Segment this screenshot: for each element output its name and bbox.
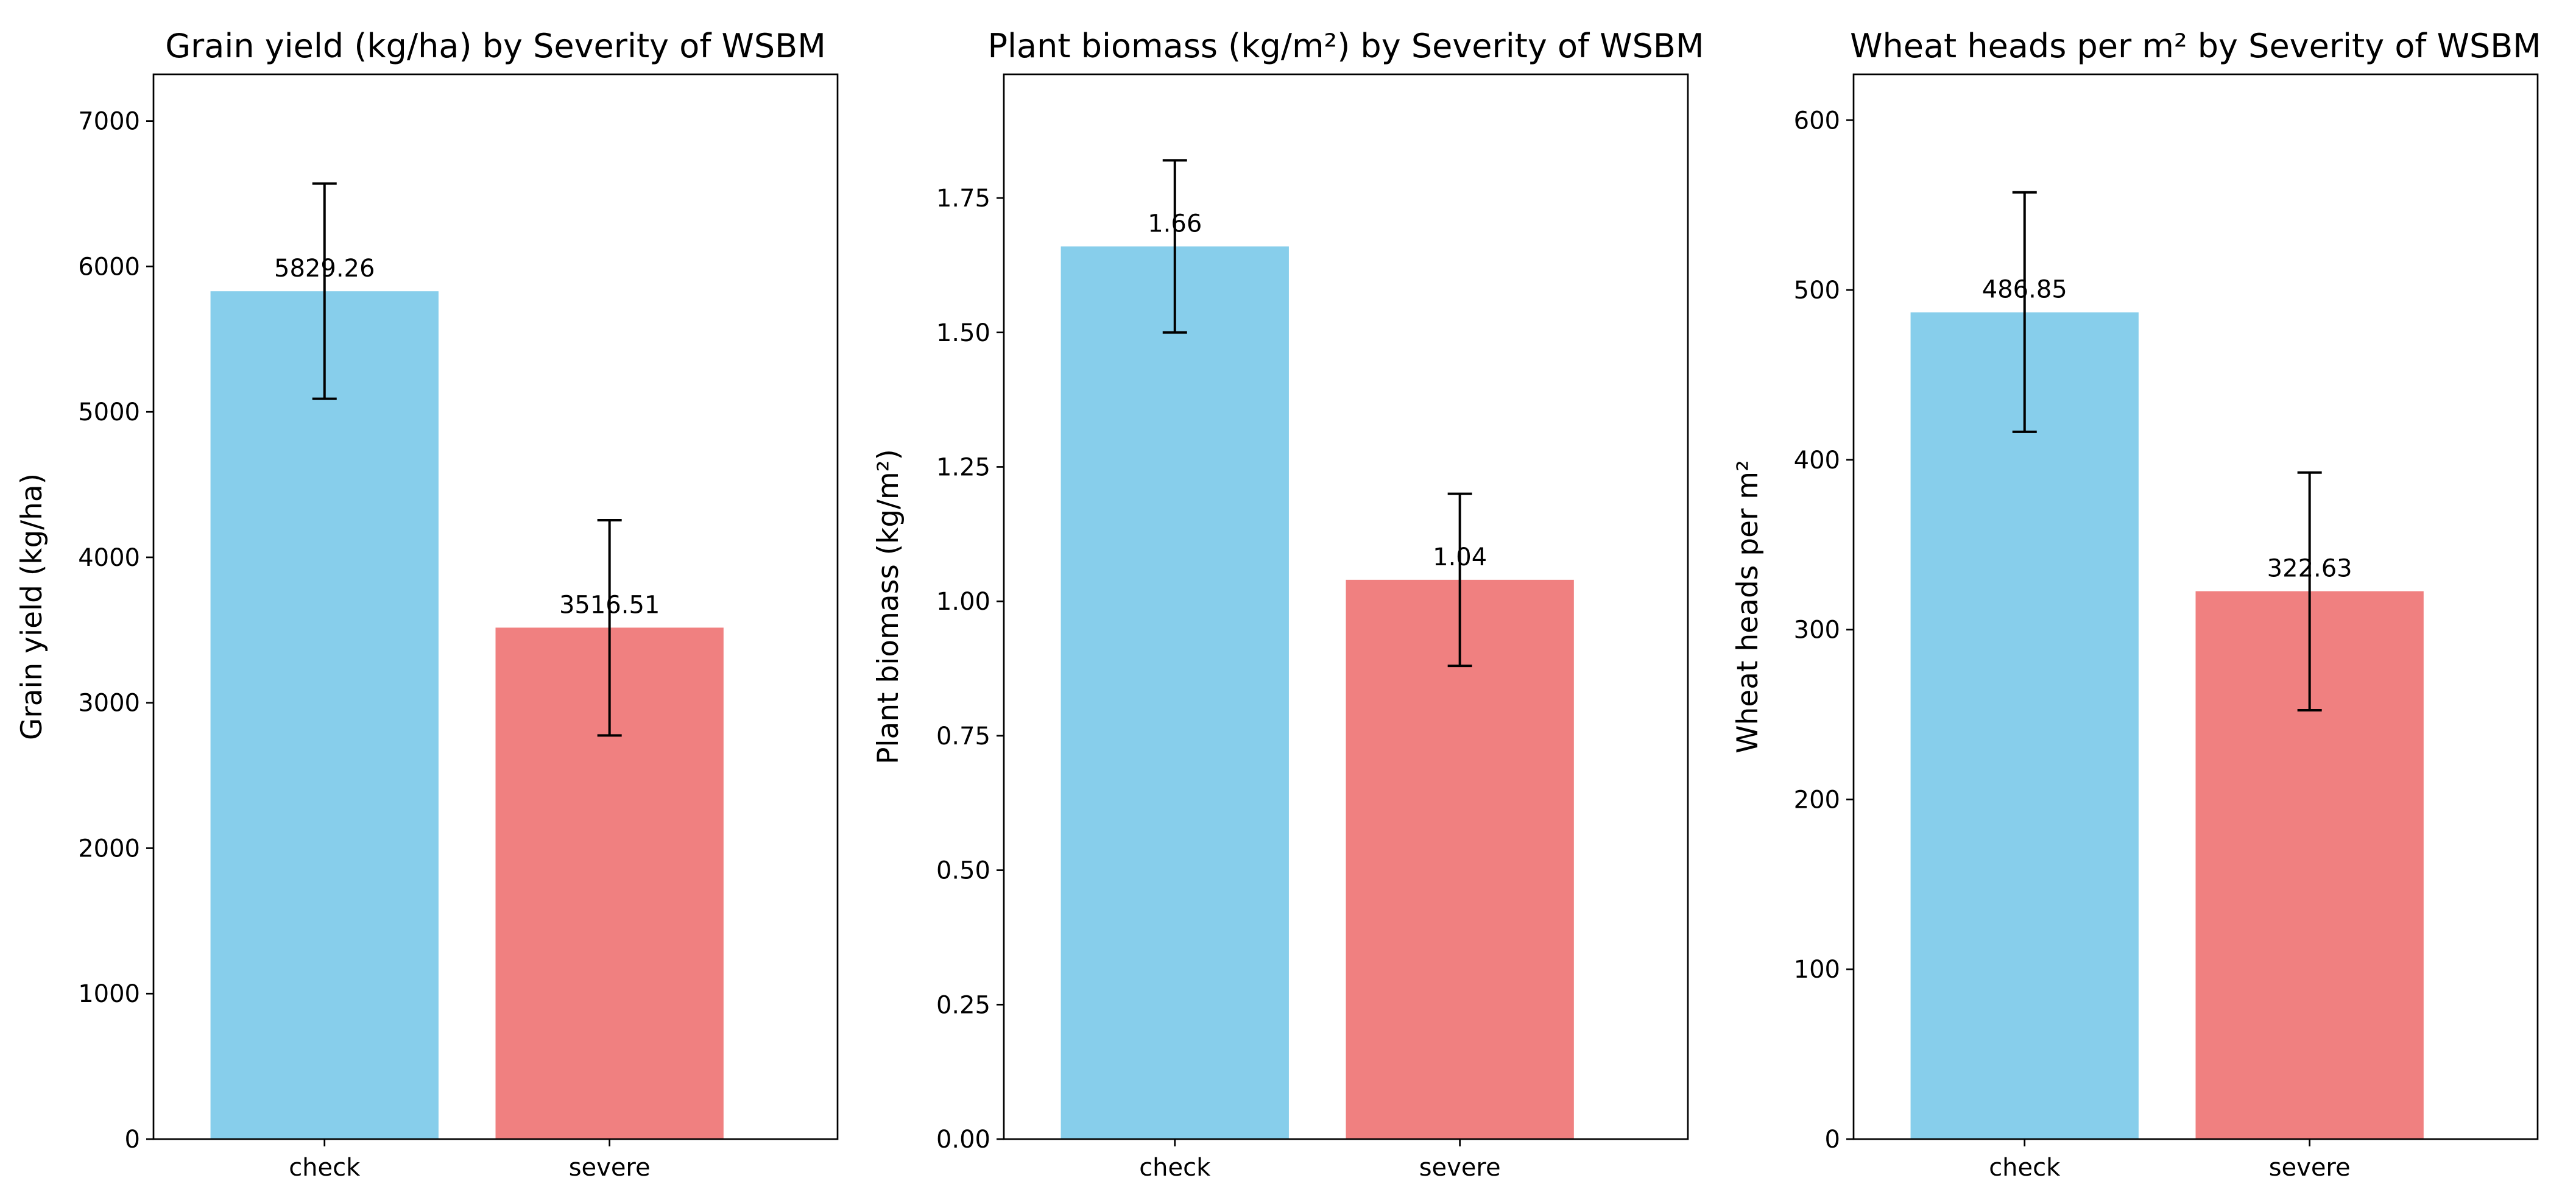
y-tick-label: 200 (1794, 786, 1840, 814)
chart-panel-2: 1.66 1.04 0.00 0.25 0.50 0.75 1.00 1.25 1.50 1.75… (872, 27, 1704, 1182)
data-label-severe: 3516.51 (559, 591, 660, 619)
data-label-check: 486.85 (1982, 276, 2067, 304)
y-axis-label: Wheat heads per m² (1731, 460, 1765, 754)
x-tick-label-severe: severe (2269, 1154, 2351, 1182)
y-tick-label: 6000 (78, 253, 140, 281)
data-label-severe: 1.04 (1433, 543, 1487, 571)
data-label-check: 1.66 (1148, 210, 1202, 238)
chart-title: Plant biomass (kg/m²) by Severity of WSB… (987, 27, 1704, 65)
x-tick-label-check: check (1989, 1154, 2061, 1182)
data-label-check: 5829.26 (274, 255, 375, 283)
y-tick-label: 500 (1794, 277, 1840, 305)
y-tick-label: 1000 (78, 980, 140, 1008)
plot-frame (1852, 73, 2539, 1140)
chart-title: Wheat heads per m² by Severity of WSBM (1850, 27, 2541, 65)
plot-frame (152, 73, 839, 1140)
y-tick-label: 300 (1794, 616, 1840, 644)
data-label-severe: 322.63 (2267, 555, 2352, 583)
y-tick-label: 4000 (78, 544, 140, 572)
x-tick-label-severe: severe (1419, 1154, 1501, 1182)
x-tick-label-check: check (1139, 1154, 1211, 1182)
plot-frame (1003, 73, 1689, 1140)
y-tick-label: 0 (1825, 1126, 1840, 1154)
bar-check (210, 291, 439, 1140)
y-tick-label: 0 (125, 1126, 140, 1154)
bar-check (1060, 246, 1289, 1140)
y-tick-label: 100 (1794, 956, 1840, 984)
y-tick-label: 0.00 (936, 1126, 990, 1154)
y-tick-label: 5000 (78, 398, 140, 426)
y-tick-label: 0.25 (936, 991, 990, 1019)
y-axis-label: Grain yield (kg/ha) (15, 473, 49, 740)
chart-panel-1: 5829.26 3516.51 0 1000 2000 3000 4000 5000 6000 7… (15, 27, 839, 1182)
y-tick-label: 1.50 (936, 319, 990, 347)
x-tick-label-check: check (289, 1154, 361, 1182)
y-tick-label: 2000 (78, 835, 140, 863)
y-tick-label: 1.00 (936, 588, 990, 616)
y-tick-label: 7000 (78, 108, 140, 136)
y-tick-label: 600 (1794, 107, 1840, 135)
y-tick-label: 1.75 (936, 185, 990, 213)
bar-severe (1346, 579, 1574, 1139)
y-tick-label: 0.75 (936, 722, 990, 750)
y-axis-label: Plant biomass (kg/m²) (872, 449, 905, 764)
bar-check (1910, 312, 2139, 1139)
y-tick-label: 400 (1794, 446, 1840, 475)
y-tick-label: 0.50 (936, 857, 990, 885)
chart-panel-3: 486.85 322.63 0 100 200 300 400 500 600 check seve… (1731, 27, 2541, 1182)
y-tick-label: 3000 (78, 690, 140, 718)
y-tick-label: 1.25 (936, 453, 990, 481)
x-tick-label-severe: severe (569, 1154, 651, 1182)
chart-title: Grain yield (kg/ha) by Severity of WSBM (165, 27, 826, 65)
